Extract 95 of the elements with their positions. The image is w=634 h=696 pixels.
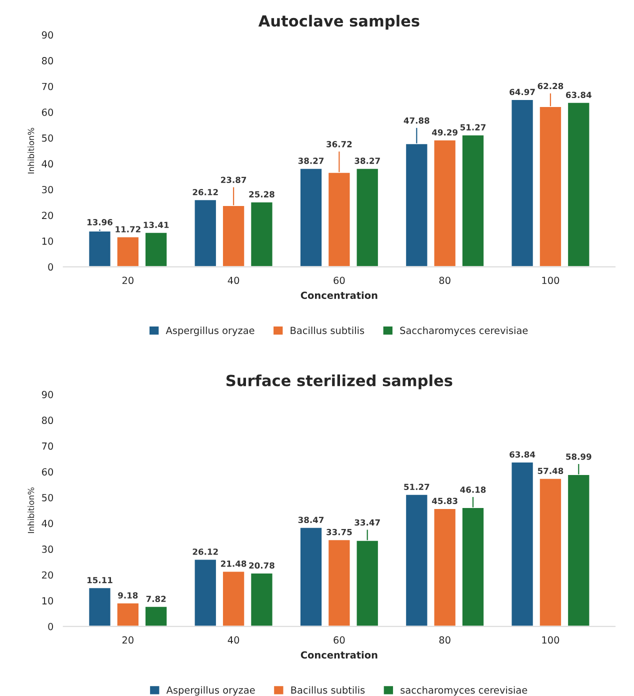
data-label: 21.48 [221,560,246,567]
data-label: 11.72 [116,226,140,232]
data-label: 13.96 [88,219,112,226]
x-axis-title: Concentration [300,651,378,659]
data-label: 51.27 [460,124,486,130]
y-tick-label: 10 [42,238,54,245]
y-tick-label: 40 [42,520,54,528]
data-label: 20.78 [249,562,274,569]
data-label: 58.99 [566,454,592,460]
y-tick-label: 50 [42,134,54,142]
y-tick-label: 20 [42,212,54,220]
data-label: 38.27 [354,158,380,164]
y-tick-label: 30 [42,186,54,194]
chart-title: Autoclave samples [258,14,420,30]
bar [432,139,457,267]
data-label: 33.75 [326,528,352,536]
legend-label: Bacillus subtilis [290,326,364,334]
bar [355,167,380,267]
data-label: 46.18 [460,486,486,493]
y-tick-label: 0 [48,622,54,630]
data-label: 45.83 [432,498,458,504]
data-label: 26.12 [192,548,218,555]
bar [566,102,591,267]
data-label: 7.82 [146,596,166,602]
y-tick-label: 30 [42,546,54,553]
bar [250,572,274,626]
y-tick-label: 60 [42,108,54,116]
legend-label: Saccharomyces cerevisiae [400,326,528,336]
y-tick-label: 40 [42,160,54,168]
x-tick-label: 20 [122,276,134,284]
data-label: 64.97 [510,88,535,96]
chart-title: Surface sterilized samples [226,374,452,390]
data-label: 33.47 [354,519,380,526]
y-axis-title: Inhibition% [28,487,34,533]
data-label: 63.84 [566,92,592,98]
legend-label: Aspergillus oryzae [166,686,255,696]
y-tick-label: 10 [42,597,54,604]
bar [432,508,457,626]
y-tick-label: 80 [42,57,54,64]
y-tick-label: 70 [42,442,54,450]
data-label: 23.87 [221,176,246,184]
data-label: 49.29 [432,129,458,136]
y-tick-label: 20 [42,571,54,579]
bar [88,586,112,626]
bar [193,558,218,626]
y-tick-label: 50 [42,494,54,502]
data-label: 57.48 [538,468,564,474]
bar [327,538,352,626]
y-tick-label: 70 [42,82,54,90]
data-label: 15.11 [88,577,112,584]
y-axis-title: Inhibition% [28,128,34,174]
bar [299,167,323,267]
bar [461,134,485,267]
data-label: 63.84 [510,451,536,458]
y-tick-label: 90 [42,31,54,39]
x-tick-label: 80 [439,636,450,644]
bar [116,236,140,267]
x-axis-title: Concentration [300,291,378,300]
data-label: 38.47 [298,516,324,524]
bar [299,526,323,626]
data-label: 47.88 [404,117,430,124]
bar [510,98,534,267]
legend-label: saccharomyces cerevisiae [400,686,528,696]
data-label: 13.41 [144,222,169,228]
data-label: 38.27 [298,158,324,164]
x-tick-label: 40 [228,276,240,284]
bar [404,494,429,626]
x-tick-label: 60 [334,276,345,284]
legend-label: Bacillus subtilis [291,686,365,694]
y-tick-label: 80 [42,416,54,424]
bar [222,570,246,626]
data-label: 26.12 [192,188,218,196]
x-tick-label: 80 [439,276,450,284]
legend-label: Aspergillus oryzae [166,326,254,336]
x-tick-label: 100 [542,276,560,284]
y-tick-label: 0 [48,263,54,271]
bar [116,602,140,626]
bar [510,461,534,626]
data-label: 62.28 [538,82,564,90]
x-tick-label: 100 [542,636,560,644]
bar [250,200,274,267]
bar [88,230,112,267]
bar [193,198,218,267]
x-tick-label: 40 [228,636,240,644]
x-tick-label: 20 [122,636,134,644]
data-label: 36.72 [326,141,352,148]
bar [144,606,168,626]
data-label: 9.18 [118,592,138,599]
y-tick-label: 60 [42,468,54,476]
bar [538,478,562,626]
y-tick-label: 90 [42,390,54,398]
x-tick-label: 60 [334,636,345,644]
data-label: 25.28 [249,191,274,198]
data-label: 51.27 [404,484,430,490]
bar [144,232,168,267]
